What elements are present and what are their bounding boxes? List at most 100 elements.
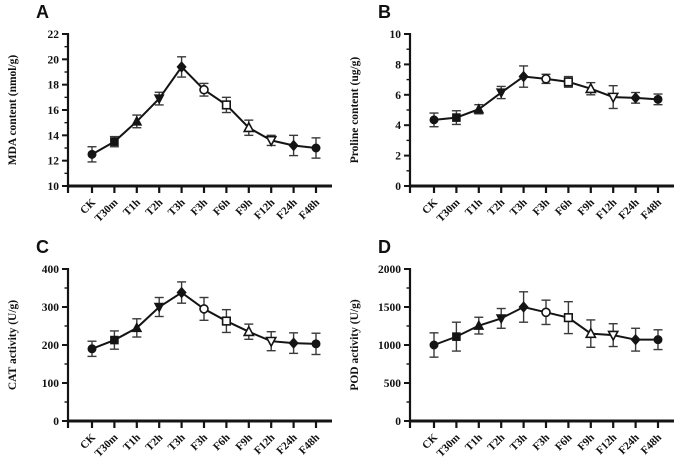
- data-point-marker: [541, 74, 551, 84]
- y-tick-label: 16: [48, 105, 60, 117]
- y-tick-label: 18: [48, 80, 60, 92]
- y-tick-label: 400: [42, 264, 60, 276]
- y-tick-label: 2000: [378, 264, 401, 276]
- x-tick-label: F24h: [274, 432, 299, 457]
- x-tick-label: T1h: [463, 197, 485, 219]
- x-tick-label: T3h: [508, 432, 530, 454]
- data-point-marker: [452, 113, 461, 122]
- data-point-marker: [153, 94, 165, 105]
- x-tick-label: T30m: [435, 197, 463, 225]
- data-point-marker: [288, 337, 299, 349]
- data-point-marker: [176, 61, 187, 73]
- data-point-marker: [452, 332, 461, 341]
- x-tick-label: T1h: [121, 197, 143, 219]
- y-tick-label: 1500: [378, 302, 401, 314]
- x-tick-label: T2h: [143, 432, 165, 454]
- data-point-marker: [518, 70, 529, 83]
- panel-c: C 0 100 200 300 400 CK T30m T1h T2h T3h F3h F6h F9h F…: [0, 235, 342, 470]
- x-tick-label: F6h: [553, 197, 574, 218]
- x-tick-label: F48h: [297, 197, 322, 222]
- x-tick-label: F48h: [639, 432, 664, 457]
- y-tick-label: 6: [395, 90, 401, 102]
- data-point-marker: [221, 316, 232, 326]
- x-tick-label: F9h: [575, 197, 596, 218]
- panel-d-letter: D: [378, 237, 392, 257]
- data-point-marker: [473, 319, 485, 330]
- data-series-line: [91, 65, 317, 156]
- y-tick-label: 14: [48, 130, 60, 142]
- panel-c-letter: C: [36, 237, 50, 257]
- data-point-marker: [495, 88, 507, 99]
- x-tick-label: F9h: [233, 432, 254, 453]
- x-tick-label: F3h: [531, 197, 552, 218]
- x-tick-label: T30m: [435, 432, 463, 460]
- data-point-marker: [630, 92, 641, 104]
- data-point-marker: [630, 333, 641, 346]
- data-point-marker: [607, 92, 620, 104]
- y-axis-title: MDA content (nmol/g): [7, 55, 19, 166]
- data-point-marker: [541, 307, 551, 318]
- y-axis-title: CAT activity (U/g): [7, 300, 19, 390]
- data-point-marker: [221, 100, 232, 110]
- x-tick-label: F3h: [189, 197, 210, 218]
- panel-a: A 10 12 14 16 18 20 22 CK T30m T1h T2h T3h F3h F6h F9h…: [0, 0, 342, 235]
- data-point-marker: [311, 339, 321, 349]
- x-tick-label: T3h: [166, 432, 188, 454]
- data-point-marker: [584, 82, 597, 94]
- x-tick-label: F24h: [274, 197, 299, 222]
- data-point-marker: [87, 344, 97, 354]
- x-tick-label: F48h: [297, 432, 322, 457]
- data-point-marker: [563, 77, 574, 87]
- x-tick-label: F24h: [616, 197, 641, 222]
- panel-a-letter: A: [36, 2, 50, 22]
- y-tick-label: 22: [48, 29, 60, 41]
- data-point-marker: [176, 286, 187, 299]
- x-tick-label: F12h: [252, 432, 277, 457]
- y-tick-label: 10: [390, 29, 402, 41]
- x-tick-label: F12h: [594, 197, 619, 222]
- y-tick-label: 0: [395, 416, 401, 428]
- data-point-marker: [199, 304, 209, 314]
- x-tick-label: F9h: [575, 432, 596, 453]
- data-point-marker: [242, 325, 255, 337]
- data-point-marker: [584, 327, 597, 339]
- panel-d: D 0 500 1000 1500 2000 CK T30m T1h T2h T3h F3h F6h F…: [342, 235, 685, 470]
- x-tick-label: F9h: [233, 197, 254, 218]
- x-tick-label: F3h: [189, 432, 210, 453]
- x-tick-label: T3h: [166, 197, 188, 219]
- y-tick-label: 500: [384, 378, 402, 390]
- y-tick-label: 1000: [378, 340, 401, 352]
- data-point-marker: [153, 302, 165, 313]
- data-point-marker: [288, 139, 299, 152]
- data-point-marker: [199, 84, 209, 95]
- x-tick-label: T30m: [93, 197, 121, 225]
- x-tick-label: T2h: [485, 197, 507, 219]
- panel-b-letter: B: [378, 2, 392, 22]
- data-point-marker: [653, 335, 663, 345]
- y-axis-title: Proline content (ug/g): [349, 57, 361, 164]
- x-tick-label: F48h: [639, 197, 664, 222]
- data-point-marker: [242, 121, 255, 133]
- y-tick-label: 200: [42, 340, 60, 352]
- panel-b: B 0 2 4 6 8 10 CK T30m T1h T2h T3h F3h F6h F9h F12h F24…: [342, 0, 685, 235]
- x-tick-label: T2h: [485, 432, 507, 454]
- data-point-marker: [131, 115, 143, 126]
- data-point-marker: [110, 137, 119, 146]
- x-tick-label: T2h: [143, 197, 165, 219]
- y-tick-label: 8: [395, 59, 401, 71]
- y-axis-title: POD activity (U/g): [349, 299, 361, 391]
- data-point-marker: [110, 335, 119, 345]
- y-tick-label: 12: [48, 156, 60, 168]
- y-tick-label: 2: [395, 151, 401, 163]
- data-point-marker: [495, 314, 507, 325]
- x-tick-label: F12h: [252, 197, 277, 222]
- x-tick-label: T1h: [121, 432, 143, 454]
- data-point-marker: [265, 135, 278, 147]
- data-point-marker: [607, 330, 620, 342]
- data-point-marker: [87, 149, 97, 159]
- y-tick-label: 300: [42, 302, 60, 314]
- y-tick-label: 20: [48, 54, 60, 66]
- data-point-marker: [311, 143, 321, 153]
